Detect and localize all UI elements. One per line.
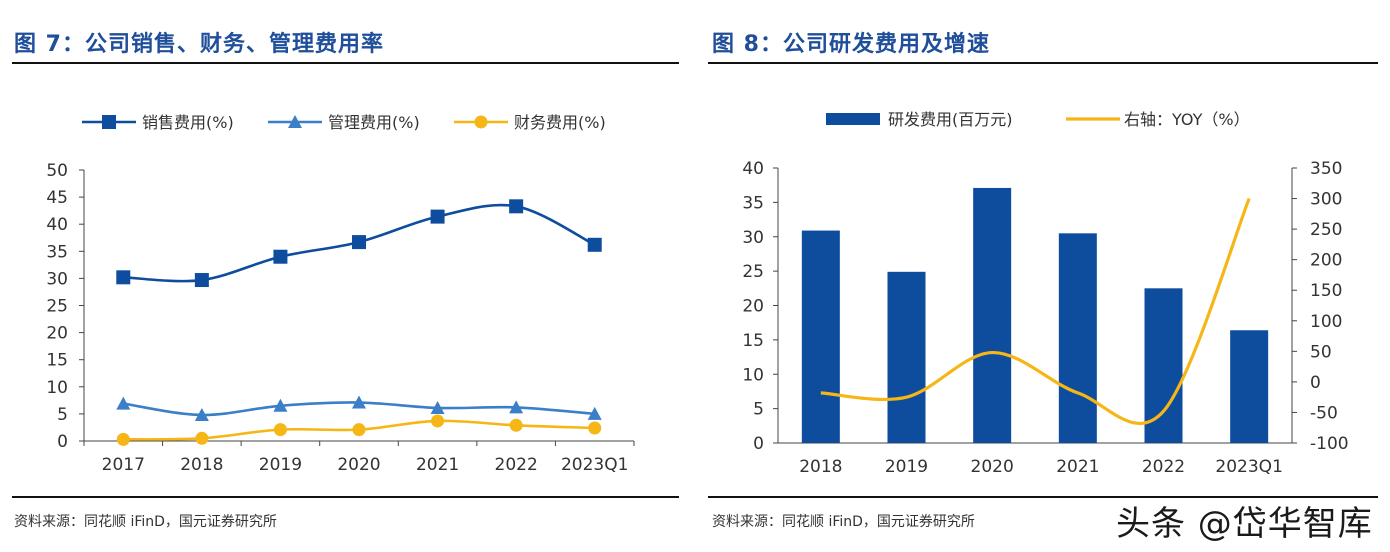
y-tick-label: 10: [46, 378, 68, 398]
data-point: [509, 400, 524, 414]
x-tick-label: 2021: [1056, 457, 1099, 477]
y-tick-label: 40: [742, 159, 764, 179]
y2-tick-label: 300: [1310, 190, 1342, 210]
x-tick-label: 2020: [337, 455, 380, 475]
left-bottom-rule: [12, 496, 679, 498]
y2-tick-label: 50: [1310, 342, 1332, 362]
right-chart-title: 图 8：公司研发费用及增速: [712, 32, 990, 57]
data-point: [116, 270, 131, 285]
y2-tick-label: -100: [1310, 434, 1349, 454]
x-tick-label: 2019: [885, 457, 928, 477]
y2-tick-label: 250: [1310, 220, 1342, 240]
data-point: [273, 249, 288, 264]
y2-tick-label: 100: [1310, 312, 1342, 332]
right-top-rule: [708, 62, 1378, 64]
y-tick-label: 35: [46, 242, 68, 262]
y-tick-label: 5: [753, 400, 764, 420]
watermark-text: 头条 @岱华智库: [1116, 504, 1373, 544]
data-point: [509, 199, 524, 214]
bar: [1058, 233, 1097, 443]
data-point: [509, 418, 523, 432]
yoy-line: [820, 197, 1251, 425]
expense-ratio-line-chart: 0 5 10 15 20 25 30 35 40 45 50 2017 2018 2019 2020 2021…: [46, 113, 635, 475]
data-point: [588, 421, 602, 435]
data-point: [116, 396, 131, 410]
data-point: [430, 400, 445, 414]
legend-label: 财务费用(%): [514, 113, 606, 132]
y-tick-label: 20: [742, 297, 764, 317]
data-point: [352, 423, 366, 437]
bar: [801, 230, 840, 443]
x-tick-label: 2019: [259, 455, 302, 475]
data-point: [116, 432, 130, 446]
left-chart-title: 图 7：公司销售、财务、管理费用率: [14, 32, 384, 57]
legend-marker: [102, 115, 116, 129]
y-tick-label: 20: [46, 324, 68, 344]
y2-tick-label: 350: [1310, 159, 1342, 179]
x-tick-label: 2022: [1142, 457, 1185, 477]
y2-tick-label: -50: [1310, 403, 1338, 423]
y-tick-label: 0: [753, 434, 764, 454]
x-tick-label: 2017: [102, 455, 145, 475]
rd-expense-bar-chart: 0 5 10 15 20 25 30 35 40 -100 -50 0 50 100 150 200 250 30…: [742, 110, 1349, 477]
data-point: [273, 398, 288, 412]
x-tick-label: 2021: [416, 455, 459, 475]
y-tick-label: 45: [46, 188, 68, 208]
legend-marker: [474, 115, 488, 129]
left-top-rule: [12, 62, 679, 64]
bar: [1230, 330, 1269, 443]
legend-marker: [288, 115, 302, 128]
right-bottom-rule: [708, 496, 1378, 498]
x-tick-label: 2018: [799, 457, 842, 477]
y2-tick-label: 0: [1310, 373, 1321, 393]
y-tick-label: 30: [742, 228, 764, 248]
data-point: [352, 235, 366, 250]
y-tick-label: 50: [46, 161, 68, 181]
y2-tick-label: 150: [1310, 281, 1342, 301]
data-point: [587, 237, 602, 252]
y2-tick-label: 200: [1310, 251, 1342, 271]
x-tick-label: 2023Q1: [561, 455, 628, 475]
x-tick-label: 2018: [180, 455, 223, 475]
legend-label: 销售费用(%): [142, 113, 234, 132]
left-source-note: 资料来源：同花顺 iFinD，国元证券研究所: [14, 514, 277, 530]
y-tick-label: 0: [57, 432, 68, 452]
y-tick-label: 25: [46, 297, 68, 317]
x-tick-label: 2022: [495, 455, 538, 475]
legend-label: 研发费用(百万元): [888, 110, 1013, 129]
data-point: [195, 431, 209, 445]
x-tick-label: 2023Q1: [1215, 457, 1282, 477]
x-tick-label: 2020: [971, 457, 1014, 477]
y-tick-label: 10: [742, 365, 764, 385]
legend-label: 右轴：YOY（%）: [1124, 110, 1250, 129]
y-tick-label: 35: [742, 193, 764, 213]
y-tick-label: 15: [742, 331, 764, 351]
y-tick-label: 5: [57, 405, 68, 425]
data-point: [194, 407, 209, 421]
data-point: [431, 414, 445, 428]
data-point: [587, 406, 602, 420]
bar: [973, 187, 1012, 443]
y-tick-label: 25: [742, 262, 764, 282]
legend-bar-swatch: [826, 113, 880, 125]
bar: [1144, 288, 1183, 443]
data-point: [352, 395, 366, 409]
y-tick-label: 15: [46, 351, 68, 371]
data-point: [430, 209, 445, 224]
data-point: [273, 423, 287, 437]
right-source-note: 资料来源：同花顺 iFinD，国元证券研究所: [712, 514, 975, 530]
y-tick-label: 40: [46, 215, 68, 235]
bar: [887, 271, 926, 443]
legend-label: 管理费用(%): [328, 113, 420, 132]
data-point: [194, 273, 209, 288]
y-tick-label: 30: [46, 269, 68, 289]
